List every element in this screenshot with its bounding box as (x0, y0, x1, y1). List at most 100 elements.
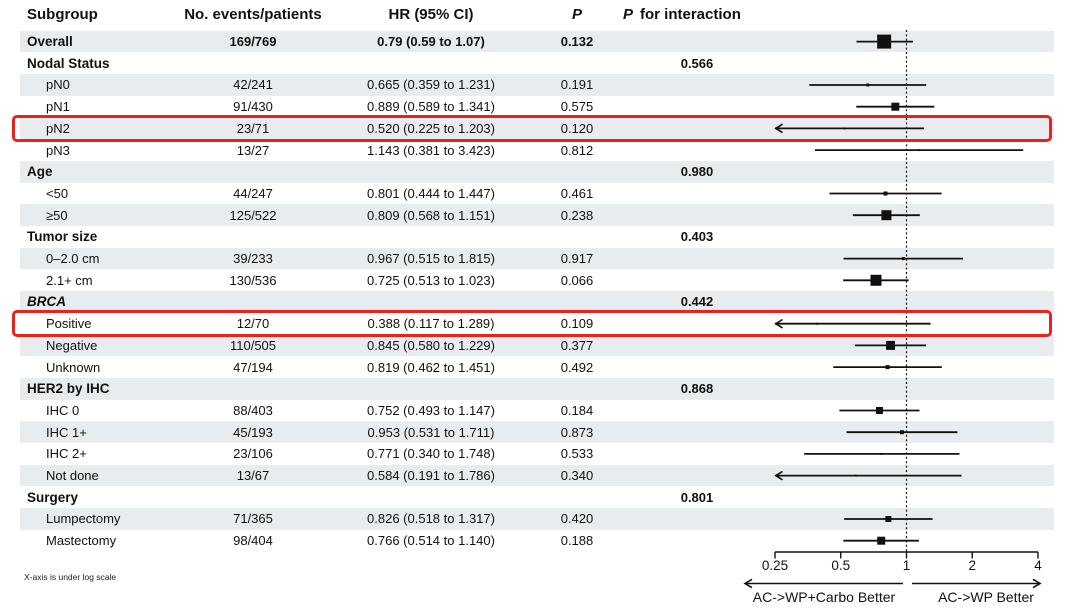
events-patients-value: 130/536 (229, 272, 277, 288)
subgroup-label: Negative (46, 337, 98, 353)
p-value: 0.461 (560, 185, 594, 201)
subgroup-label: Age (27, 164, 53, 180)
p-value: 0.132 (560, 34, 594, 50)
p-value: 0.533 (560, 446, 594, 462)
hr-ci-value: 0.520 (0.225 to 1.203) (367, 120, 495, 136)
events-patients-value: 13/27 (236, 142, 270, 158)
p-value: 0.873 (560, 424, 594, 440)
hr-ci-value: 0.771 (0.340 to 1.748) (367, 446, 495, 462)
table-row: Age 0.980 (0, 160, 1080, 183)
col-header-p: P (571, 6, 582, 23)
p-interaction-value: 0.801 (680, 489, 714, 505)
hr-ci-value: 0.752 (0.493 to 1.147) (367, 402, 495, 418)
p-value: 0.109 (560, 316, 594, 332)
highlight-box (12, 114, 1052, 142)
table-row: IHC 2+ 23/106 0.771 (0.340 to 1.748) 0.533 (0, 443, 1080, 465)
table-row: pN1 91/430 0.889 (0.589 to 1.341) 0.575 (0, 96, 1080, 118)
row-stripe (20, 334, 1054, 357)
subgroup-label: HER2 by IHC (27, 381, 110, 397)
p-value: 0.377 (560, 337, 594, 353)
table-row: IHC 1+ 45/193 0.953 (0.531 to 1.711) 0.873 (0, 421, 1080, 444)
subgroup-label: IHC 1+ (46, 424, 87, 440)
subgroup-label: Nodal Status (27, 55, 110, 71)
events-patients-value: 110/505 (229, 337, 277, 353)
hr-ci-value: 0.584 (0.191 to 1.786) (367, 468, 495, 484)
events-patients-value: 47/194 (233, 359, 273, 375)
table-row: 2.1+ cm 130/536 0.725 (0.513 to 1.023) 0.06… (0, 269, 1080, 291)
p-value: 0.917 (560, 251, 594, 267)
axis-tick-label: 4 (1034, 558, 1042, 573)
row-stripe (20, 30, 1054, 53)
hr-ci-value: 0.967 (0.515 to 1.815) (367, 251, 495, 267)
p-interaction-value: 0.442 (680, 294, 714, 310)
hr-ci-value: 0.889 (0.589 to 1.341) (367, 99, 495, 115)
hr-ci-value: 0.801 (0.444 to 1.447) (367, 185, 495, 201)
p-value: 0.238 (560, 207, 594, 223)
hr-ci-value: 0.819 (0.462 to 1.451) (367, 359, 495, 375)
events-patients-value: 13/67 (236, 468, 270, 484)
hr-ci-value: 0.826 (0.518 to 1.317) (367, 511, 495, 527)
events-patients-value: 23/71 (236, 120, 270, 136)
table-row: pN2 23/71 0.520 (0.225 to 1.203) 0.120 (0, 117, 1080, 140)
subgroup-label: Surgery (27, 489, 79, 505)
axis-tick-label: 0.25 (761, 558, 789, 573)
table-row: Overall 169/769 0.79 (0.59 to 1.07) 0.132 (0, 30, 1080, 53)
table-row: Unknown 47/194 0.819 (0.462 to 1.451) 0.492 (0, 356, 1080, 378)
events-patients-value: 44/247 (233, 185, 273, 201)
p-interaction-value: 0.868 (680, 381, 714, 397)
table-row: Negative 110/505 0.845 (0.580 to 1.229) 0.3… (0, 334, 1080, 357)
p-value: 0.575 (560, 99, 594, 115)
subgroup-label: Positive (46, 316, 92, 332)
p-value: 0.420 (560, 511, 594, 527)
subgroup-label: pN2 (46, 120, 70, 136)
col-header-hr: HR (95% CI) (388, 6, 474, 23)
axis-tick-label: 1 (902, 558, 911, 573)
events-patients-value: 91/430 (233, 99, 273, 115)
table-row: <50 44/247 0.801 (0.444 to 1.447) 0.461 (0, 183, 1080, 205)
subgroup-label: Tumor size (27, 229, 98, 245)
table-row: HER2 by IHC 0.868 (0, 377, 1080, 400)
events-patients-value: 88/403 (233, 402, 273, 418)
subgroup-label: ≥50 (46, 207, 68, 223)
log-scale-note: X-axis is under log scale (24, 572, 117, 582)
subgroup-label: Unknown (46, 359, 101, 375)
events-patients-value: 71/365 (233, 511, 273, 527)
row-stripe (20, 247, 1054, 270)
col-header-subgroup: Subgroup (27, 6, 98, 23)
subgroup-label: Overall (27, 34, 73, 50)
table-row: pN3 13/27 1.143 (0.381 to 3.423) 0.812 (0, 139, 1080, 161)
hr-ci-value: 0.953 (0.531 to 1.711) (367, 424, 495, 440)
row-stripe (20, 464, 1054, 487)
highlight-box (12, 310, 1052, 338)
events-patients-value: 98/404 (233, 533, 273, 549)
subgroup-label: <50 (46, 185, 69, 201)
left-better-label: AC->WP+Carbo Better (752, 589, 896, 605)
p-interaction-value: 0.980 (680, 164, 714, 180)
col-header-events: No. events/patients (184, 6, 322, 23)
row-stripe (20, 508, 1054, 530)
table-row: BRCA 0.442 (0, 291, 1080, 313)
row-stripe (20, 117, 1054, 140)
p-value: 0.066 (560, 272, 594, 288)
row-stripe (20, 377, 1054, 400)
subgroup-label: pN3 (46, 142, 70, 158)
events-patients-value: 45/193 (233, 424, 273, 440)
p-interaction-value: 0.566 (680, 55, 714, 71)
subgroup-label: Lumpectomy (46, 511, 121, 527)
hr-ci-value: 0.809 (0.568 to 1.151) (367, 207, 495, 223)
table-row: Positive 12/70 0.388 (0.117 to 1.289) 0.109 (0, 313, 1080, 335)
table-row: Nodal Status 0.566 (0, 52, 1080, 74)
events-patients-value: 42/241 (233, 77, 273, 93)
table-row: Mastectomy 98/404 0.766 (0.514 to 1.140) 0.… (0, 530, 1080, 552)
table-row: Surgery 0.801 (0, 486, 1080, 508)
right-better-label: AC->WP Better (938, 589, 1034, 605)
hr-ci-value: 0.388 (0.117 to 1.289) (367, 316, 495, 332)
table-row: IHC 0 88/403 0.752 (0.493 to 1.147) 0.184 (0, 400, 1080, 422)
events-patients-value: 125/522 (229, 207, 277, 223)
p-value: 0.120 (560, 120, 594, 136)
events-patients-value: 39/233 (233, 251, 273, 267)
subgroup-label: BRCA (27, 294, 66, 310)
axis-tick-label: 0.5 (831, 558, 851, 573)
